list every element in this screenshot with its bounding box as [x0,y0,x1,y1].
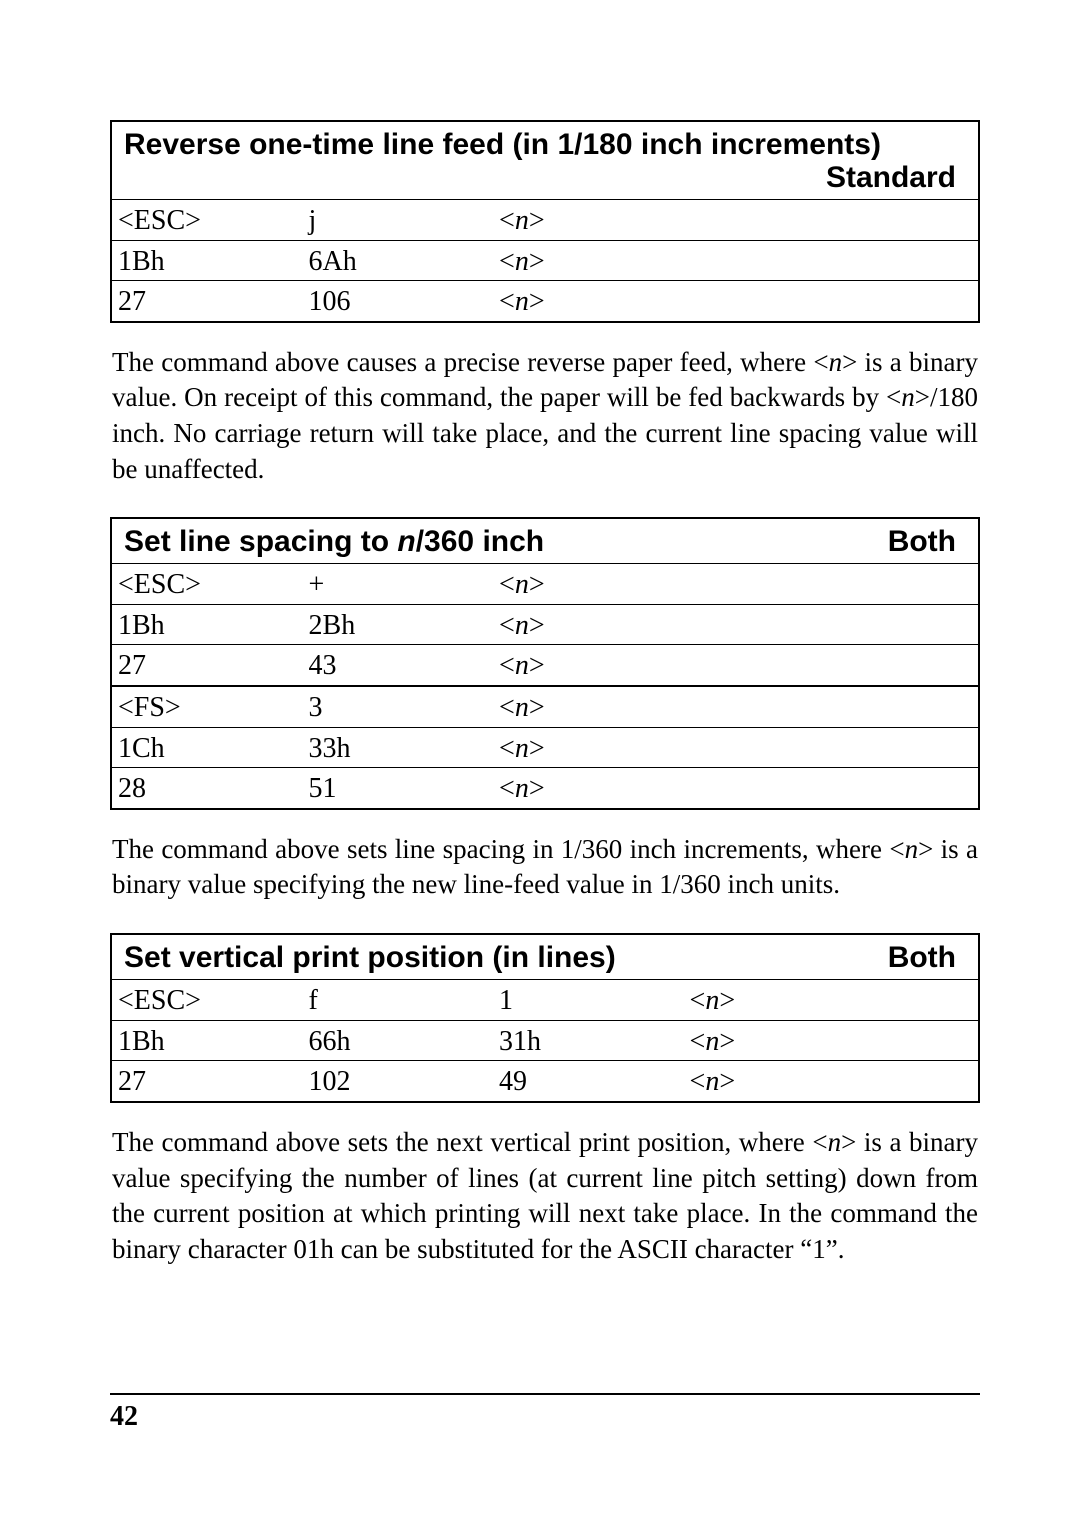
paragraph: The command above sets line spacing in 1… [112,832,978,903]
cell-code: 33h [303,727,494,768]
table-row: 1Bh 66h 31h n [112,1020,978,1061]
cell-code: <FS> [112,686,303,727]
cell-code: 27 [112,281,303,321]
cell-param: n [493,727,684,768]
command-table: <ESC> + n 1Bh 2Bh n 27 43 n <FS> 3 n [112,563,978,808]
command-mode: Both [888,525,966,559]
cell-param: n [493,564,684,605]
cell-code: + [303,564,494,605]
cell-param: n [493,645,684,686]
table-row: 27 43 n [112,645,978,686]
cell-param: n [684,980,857,1021]
table-row: 1Ch 33h n [112,727,978,768]
cell-param: n [493,604,684,645]
page-number: 42 [110,1401,138,1432]
cell-code: 3 [303,686,494,727]
cell-code: f [303,980,494,1021]
cell-param: n [493,686,684,727]
cell-param: n [493,200,684,241]
command-header: Set line spacing to n/360 inch Both [112,519,978,563]
cell-code: 27 [112,1061,303,1101]
table-row: 1Bh 2Bh n [112,604,978,645]
page-footer: 42 [110,1393,980,1433]
table-row: 27 106 n [112,281,978,321]
cell-code: 2Bh [303,604,494,645]
cell-code: 66h [303,1020,494,1061]
command-mode: Standard [124,161,966,195]
table-row: <ESC> j n [112,200,978,241]
cell-code: 6Ah [303,240,494,281]
command-table: <ESC> f 1 n 1Bh 66h 31h n 27 102 49 n [112,979,978,1101]
cell-param: n [493,240,684,281]
command-mode: Both [888,941,966,975]
command-title: Reverse one-time line feed (in 1/180 inc… [124,128,966,161]
cell-code: 49 [493,1061,684,1101]
table-row: 27 102 49 n [112,1061,978,1101]
command-title: Set vertical print position (in lines) [124,941,616,974]
table-row: 28 51 n [112,768,978,808]
cell-code: 51 [303,768,494,808]
table-row: <FS> 3 n [112,686,978,727]
command-header: Set vertical print position (in lines) B… [112,935,978,979]
command-title: Set line spacing to n/360 inch [124,525,544,558]
table-row: <ESC> f 1 n [112,980,978,1021]
paragraph: The command above sets the next vertical… [112,1125,978,1268]
command-block-set-vertical-position: Set vertical print position (in lines) B… [110,933,980,1103]
cell-code: 106 [303,281,494,321]
cell-code: 1Ch [112,727,303,768]
table-row: <ESC> + n [112,564,978,605]
table-row: 1Bh 6Ah n [112,240,978,281]
cell-code: j [303,200,494,241]
cell-code: 1Bh [112,240,303,281]
command-block-set-line-spacing: Set line spacing to n/360 inch Both <ESC… [110,517,980,810]
cell-code: 1 [493,980,684,1021]
cell-code: 102 [303,1061,494,1101]
command-header: Reverse one-time line feed (in 1/180 inc… [112,122,978,199]
cell-code: 1Bh [112,1020,303,1061]
cell-code: 27 [112,645,303,686]
command-block-reverse-line-feed: Reverse one-time line feed (in 1/180 inc… [110,120,980,323]
command-table: <ESC> j n 1Bh 6Ah n 27 106 n [112,199,978,321]
cell-code: 28 [112,768,303,808]
cell-code: 31h [493,1020,684,1061]
cell-param: n [493,768,684,808]
cell-code: 43 [303,645,494,686]
cell-code: <ESC> [112,980,303,1021]
cell-code: <ESC> [112,564,303,605]
paragraph: The command above causes a precise rever… [112,345,978,488]
page: Reverse one-time line feed (in 1/180 inc… [0,0,1080,1357]
cell-code: 1Bh [112,604,303,645]
cell-param: n [684,1020,857,1061]
cell-code: <ESC> [112,200,303,241]
cell-param: n [684,1061,857,1101]
cell-param: n [493,281,684,321]
